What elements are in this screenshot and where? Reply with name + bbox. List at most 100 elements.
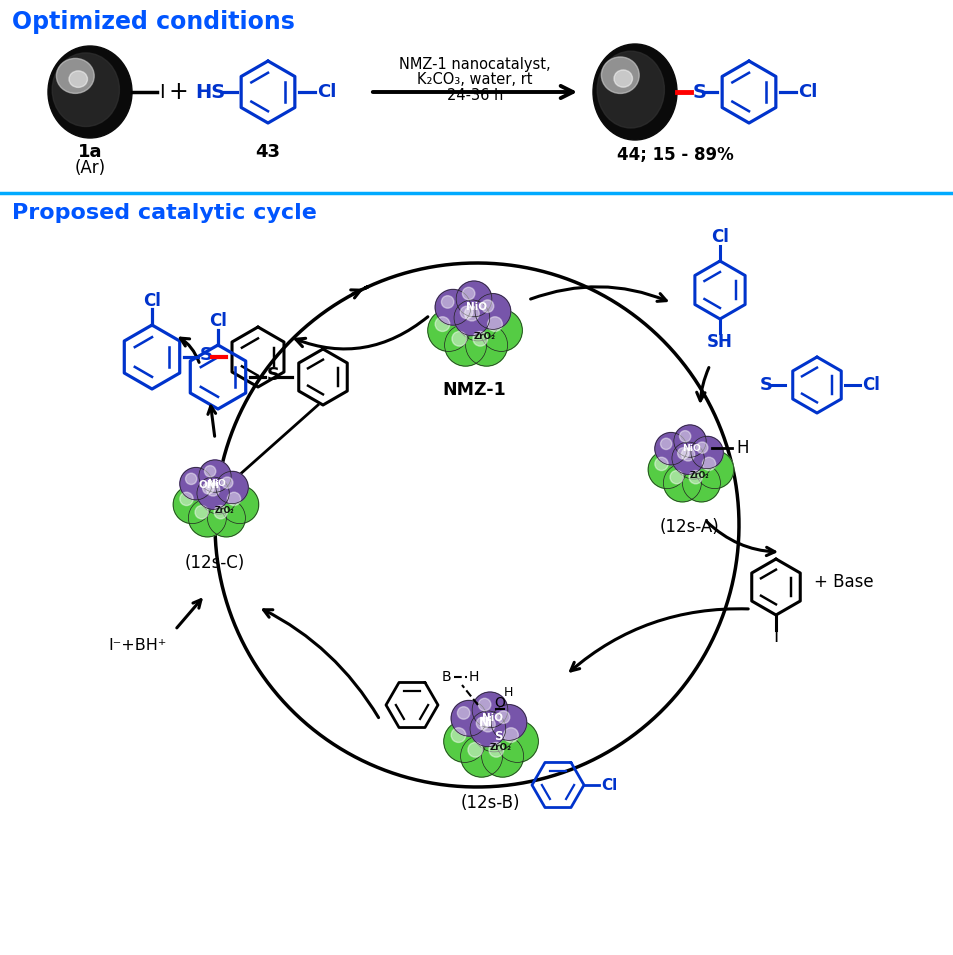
Text: 43: 43 [255, 143, 280, 161]
Text: I: I [159, 82, 165, 101]
Text: (12s-C): (12s-C) [185, 554, 245, 572]
Circle shape [475, 293, 510, 329]
Text: + Base: + Base [813, 573, 873, 591]
Circle shape [456, 299, 498, 341]
Text: H: H [503, 687, 512, 699]
Circle shape [451, 700, 486, 736]
Circle shape [194, 505, 208, 519]
Circle shape [654, 433, 686, 465]
Circle shape [690, 436, 722, 469]
Circle shape [671, 442, 703, 475]
Text: B: B [440, 670, 451, 684]
Circle shape [654, 457, 667, 471]
Circle shape [459, 307, 473, 319]
Circle shape [647, 451, 685, 489]
Text: H: H [735, 439, 748, 457]
Circle shape [688, 471, 701, 484]
Circle shape [669, 471, 682, 484]
Text: I: I [773, 628, 778, 646]
Text: 44; 15 - 89%: 44; 15 - 89% [616, 146, 733, 164]
Circle shape [476, 717, 488, 730]
Ellipse shape [52, 53, 119, 126]
Circle shape [491, 705, 526, 740]
Circle shape [227, 492, 240, 505]
Circle shape [456, 707, 470, 719]
Circle shape [489, 742, 503, 757]
Ellipse shape [600, 57, 639, 94]
Text: ZrO₂: ZrO₂ [214, 506, 234, 515]
Text: Cl: Cl [316, 83, 336, 101]
Circle shape [479, 309, 521, 351]
Circle shape [481, 735, 523, 777]
Text: K₂CO₃, water, rt: K₂CO₃, water, rt [416, 73, 532, 88]
Text: Cl: Cl [209, 312, 227, 330]
Text: S: S [692, 82, 706, 101]
Circle shape [472, 692, 507, 728]
Circle shape [673, 425, 705, 457]
Circle shape [473, 331, 487, 346]
Text: Optimized conditions: Optimized conditions [12, 10, 294, 34]
Circle shape [454, 300, 489, 335]
Text: ONi: ONi [198, 480, 219, 490]
Circle shape [443, 720, 485, 762]
Text: NiO: NiO [465, 303, 486, 312]
Ellipse shape [597, 52, 663, 128]
Circle shape [452, 331, 466, 346]
Circle shape [680, 448, 694, 461]
Text: ZrO₂: ZrO₂ [489, 743, 511, 753]
Circle shape [701, 457, 715, 471]
Text: 1a: 1a [77, 143, 102, 161]
Circle shape [496, 720, 537, 762]
Circle shape [451, 728, 465, 742]
Circle shape [468, 742, 482, 757]
Circle shape [435, 317, 450, 331]
Text: Cl: Cl [710, 228, 728, 246]
Circle shape [427, 309, 469, 351]
Circle shape [681, 464, 720, 502]
Circle shape [659, 438, 671, 450]
Ellipse shape [69, 71, 88, 88]
Text: HS: HS [194, 82, 225, 101]
Circle shape [465, 324, 507, 366]
Ellipse shape [48, 46, 132, 138]
Text: Cl: Cl [797, 83, 817, 101]
Text: Proposed catalytic cycle: Proposed catalytic cycle [12, 203, 316, 223]
Text: NiO: NiO [681, 444, 700, 454]
Circle shape [180, 468, 212, 499]
Circle shape [470, 711, 505, 747]
Circle shape [199, 477, 237, 514]
Text: NMZ-1 nanocatalyst,: NMZ-1 nanocatalyst, [398, 56, 550, 72]
Text: S: S [760, 376, 772, 394]
Circle shape [473, 710, 515, 752]
Circle shape [477, 698, 491, 711]
Circle shape [679, 431, 690, 442]
Circle shape [202, 482, 213, 494]
Text: NiO: NiO [207, 479, 226, 488]
Circle shape [487, 317, 502, 331]
Circle shape [435, 289, 471, 325]
Text: +: + [168, 80, 188, 104]
Circle shape [221, 477, 233, 488]
Ellipse shape [614, 70, 632, 87]
Text: NiO: NiO [481, 713, 502, 723]
Circle shape [480, 717, 495, 732]
Ellipse shape [593, 44, 677, 140]
Circle shape [444, 324, 486, 366]
Circle shape [196, 478, 229, 509]
Text: (12s-B): (12s-B) [459, 794, 519, 812]
Circle shape [188, 499, 226, 537]
Circle shape [215, 472, 248, 503]
Circle shape [204, 466, 215, 477]
Text: (Ar): (Ar) [74, 159, 106, 177]
Text: SH: SH [706, 333, 732, 351]
Circle shape [220, 485, 258, 523]
Text: ZrO₂: ZrO₂ [689, 471, 709, 479]
Text: I⁻+BH⁺: I⁻+BH⁺ [109, 638, 167, 652]
Circle shape [462, 287, 475, 300]
Text: Ni: Ni [478, 716, 493, 730]
Text: S: S [267, 366, 280, 384]
Circle shape [460, 735, 502, 777]
Circle shape [180, 492, 193, 505]
Circle shape [173, 485, 211, 523]
Circle shape [677, 448, 688, 459]
